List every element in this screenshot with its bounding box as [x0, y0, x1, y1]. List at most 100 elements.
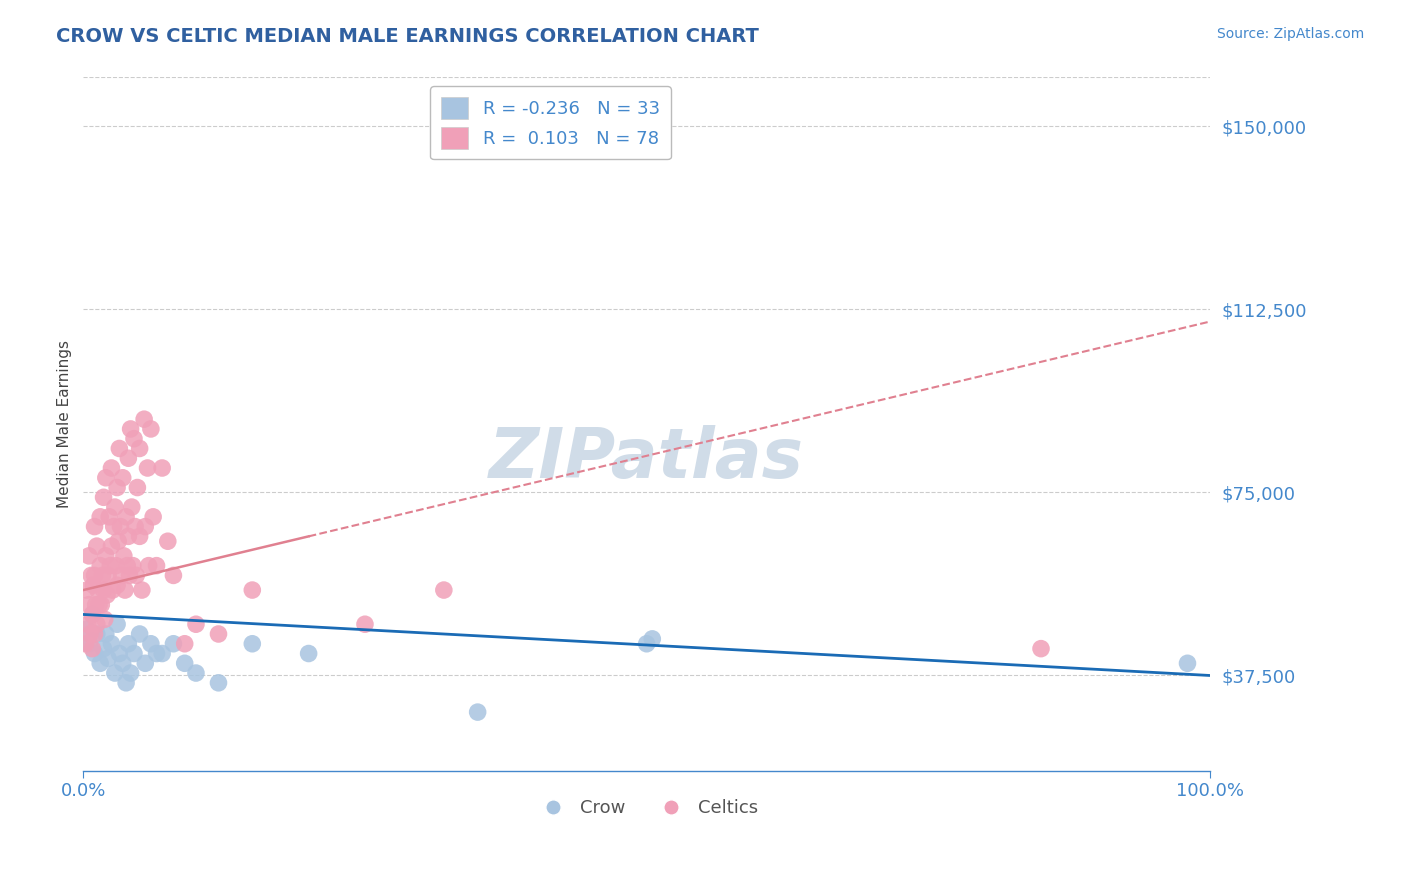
Point	[87, 598, 110, 612]
Point	[467, 705, 489, 719]
Point	[114, 582, 136, 597]
Point	[105, 578, 128, 592]
Point	[103, 519, 125, 533]
Point	[122, 558, 145, 573]
Point	[127, 481, 149, 495]
Point	[184, 666, 207, 681]
Point	[104, 500, 127, 514]
Point	[128, 442, 150, 456]
Point	[100, 539, 122, 553]
Point	[93, 641, 115, 656]
Point	[107, 534, 129, 549]
Point	[82, 578, 104, 592]
Point	[100, 461, 122, 475]
Point	[134, 412, 156, 426]
Point	[125, 568, 148, 582]
Point	[100, 637, 122, 651]
Point	[82, 607, 104, 622]
Point	[83, 647, 105, 661]
Point	[122, 647, 145, 661]
Point	[150, 461, 173, 475]
Point	[433, 582, 456, 597]
Point	[93, 491, 115, 505]
Point	[117, 451, 139, 466]
Text: Source: ZipAtlas.com: Source: ZipAtlas.com	[1216, 27, 1364, 41]
Point	[120, 422, 142, 436]
Point	[90, 598, 112, 612]
Point	[118, 568, 141, 582]
Point	[82, 607, 104, 622]
Point	[115, 675, 138, 690]
Point	[136, 461, 159, 475]
Point	[142, 509, 165, 524]
Point	[641, 632, 664, 646]
Point	[82, 641, 104, 656]
Point	[145, 558, 167, 573]
Point	[89, 509, 111, 524]
Point	[131, 582, 153, 597]
Text: CROW VS CELTIC MEDIAN MALE EARNINGS CORRELATION CHART: CROW VS CELTIC MEDIAN MALE EARNINGS CORR…	[56, 27, 759, 45]
Point	[97, 568, 120, 582]
Point	[108, 442, 131, 456]
Point	[76, 582, 98, 597]
Point	[122, 432, 145, 446]
Point	[111, 657, 134, 671]
Point	[111, 471, 134, 485]
Point	[354, 617, 377, 632]
Point	[139, 637, 162, 651]
Point	[77, 549, 100, 563]
Point	[101, 582, 124, 597]
Point	[87, 582, 110, 597]
Point	[93, 612, 115, 626]
Point	[77, 637, 100, 651]
Point	[240, 637, 263, 651]
Point	[110, 519, 132, 533]
Point	[84, 598, 107, 612]
Point	[104, 666, 127, 681]
Point	[105, 617, 128, 632]
Point	[173, 637, 195, 651]
Point	[207, 627, 229, 641]
Point	[124, 519, 146, 533]
Point	[115, 558, 138, 573]
Point	[98, 558, 121, 573]
Legend: Crow, Celtics: Crow, Celtics	[529, 791, 765, 824]
Point	[120, 666, 142, 681]
Point	[86, 539, 108, 553]
Point	[86, 627, 108, 641]
Point	[134, 519, 156, 533]
Point	[94, 549, 117, 563]
Point	[75, 637, 97, 651]
Point	[138, 558, 160, 573]
Point	[105, 481, 128, 495]
Point	[184, 617, 207, 632]
Point	[162, 568, 184, 582]
Point	[77, 598, 100, 612]
Point	[76, 617, 98, 632]
Point	[117, 529, 139, 543]
Point	[150, 647, 173, 661]
Point	[104, 558, 127, 573]
Point	[1177, 657, 1199, 671]
Point	[97, 651, 120, 665]
Point	[636, 637, 658, 651]
Point	[93, 582, 115, 597]
Point	[76, 622, 98, 636]
Point	[207, 675, 229, 690]
Point	[139, 422, 162, 436]
Point	[121, 500, 143, 514]
Point	[173, 657, 195, 671]
Point	[134, 657, 156, 671]
Point	[240, 582, 263, 597]
Point	[79, 627, 101, 641]
Point	[94, 471, 117, 485]
Point	[115, 509, 138, 524]
Point	[156, 534, 179, 549]
Point	[98, 509, 121, 524]
Point	[128, 529, 150, 543]
Point	[108, 647, 131, 661]
Point	[83, 627, 105, 641]
Y-axis label: Median Male Earnings: Median Male Earnings	[58, 340, 72, 508]
Point	[86, 617, 108, 632]
Point	[91, 568, 114, 582]
